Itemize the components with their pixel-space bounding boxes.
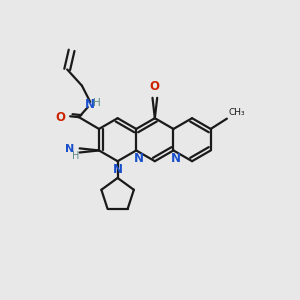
Text: O: O xyxy=(56,111,66,124)
Text: N: N xyxy=(112,163,123,176)
Text: O: O xyxy=(150,80,160,93)
Text: CH₃: CH₃ xyxy=(228,108,245,117)
Text: N: N xyxy=(85,98,95,111)
Text: N: N xyxy=(65,144,74,154)
Text: H: H xyxy=(72,151,80,161)
Text: H: H xyxy=(93,98,101,108)
Text: N: N xyxy=(171,152,181,165)
Text: N: N xyxy=(134,152,144,165)
